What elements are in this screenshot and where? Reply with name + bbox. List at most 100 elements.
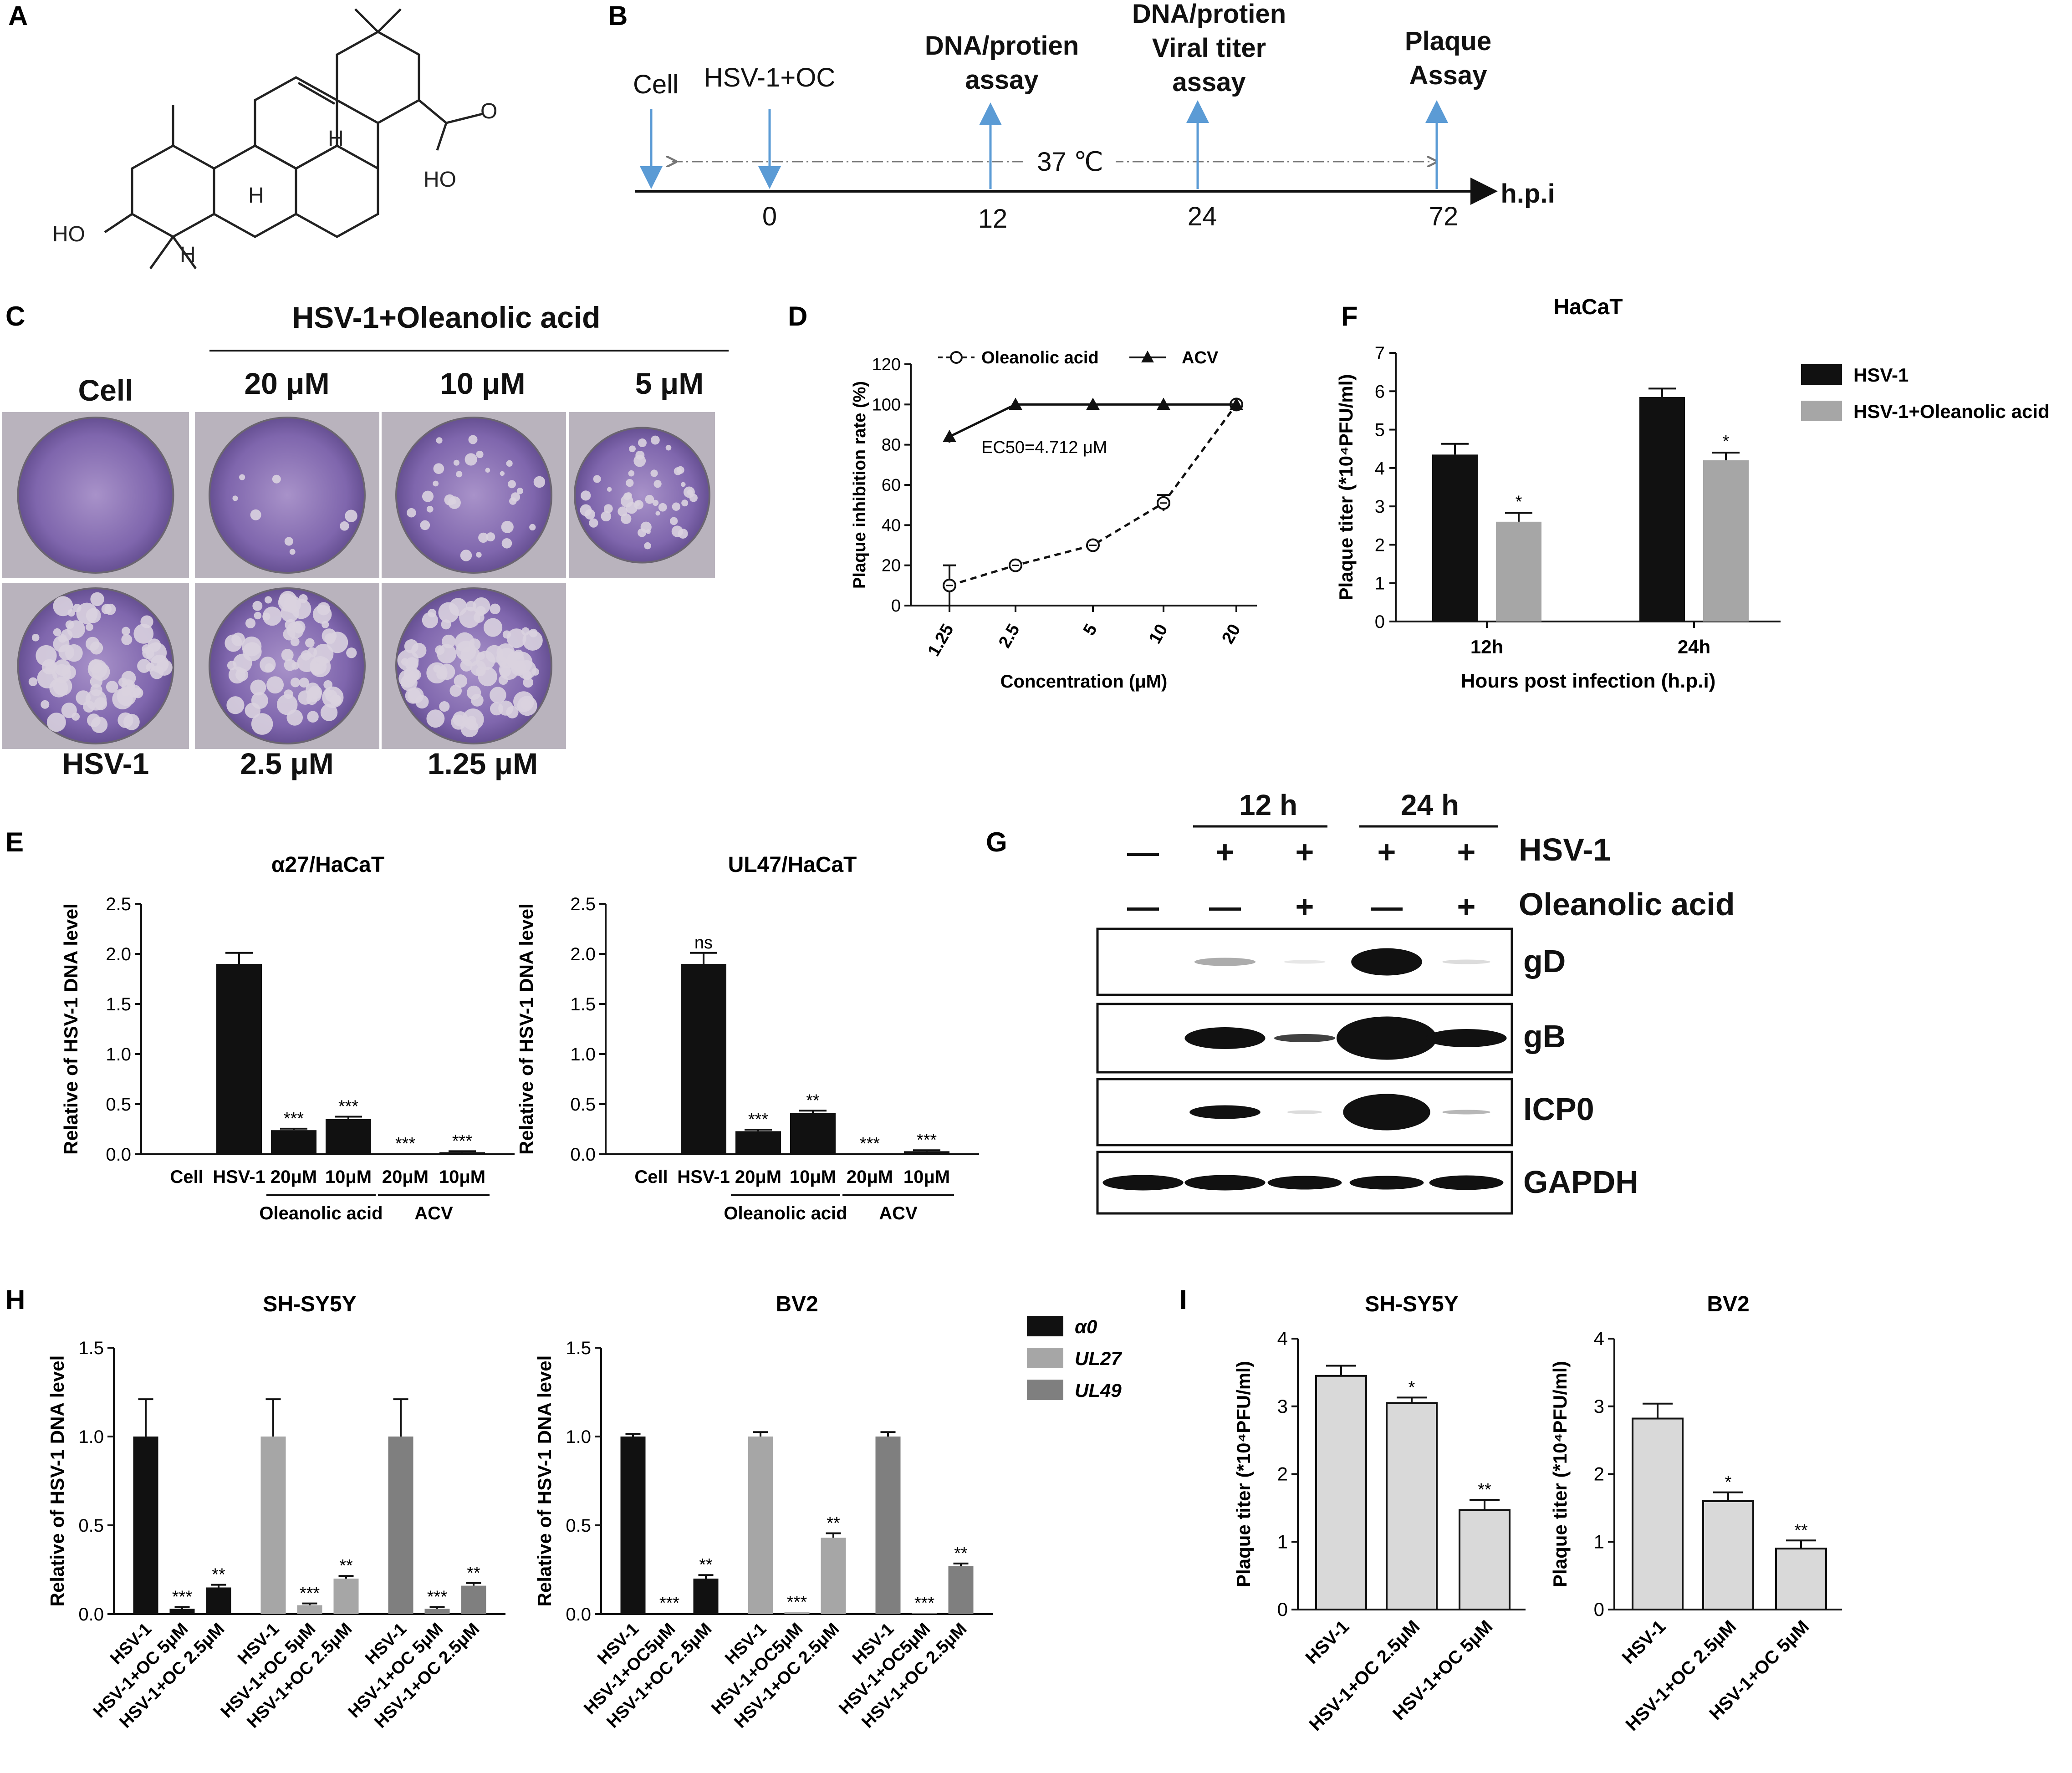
y-tick-label: 1.0: [78, 1427, 104, 1447]
plaque-spot: [522, 630, 543, 651]
plaque-spot: [603, 504, 613, 513]
plaque-spot: [285, 619, 296, 631]
plaque-spot: [621, 494, 633, 508]
x-tick-label: 10μM: [439, 1167, 485, 1187]
plaque-spot: [422, 612, 439, 628]
panel-letter-i: I: [1179, 1284, 1187, 1315]
x-tick-label: HSV-1: [677, 1167, 730, 1187]
plaque-spot: [490, 687, 506, 703]
panel-letter-a: A: [8, 0, 28, 31]
bar: [1702, 1500, 1754, 1610]
timeline-event-12h-line1: DNA/protien: [925, 31, 1079, 61]
plaque-spot: [681, 499, 689, 507]
plaque-spot: [501, 538, 512, 549]
x-tick-label: 5: [1080, 621, 1101, 639]
chart-title: α27/HaCaT: [271, 853, 384, 877]
significance-mark: ***: [300, 1584, 320, 1603]
x-tick-label: 10: [1145, 621, 1172, 647]
plaque-spot: [233, 653, 252, 673]
legend-label: α0: [1075, 1316, 1097, 1337]
data-point-acv: [943, 430, 956, 442]
x-tick-label: 10μM: [325, 1167, 372, 1187]
bar: [216, 964, 262, 1154]
plaque-spot: [646, 529, 651, 534]
plaque-spot: [283, 595, 301, 613]
y-tick-label: 4: [1375, 459, 1385, 479]
plaque-spot: [621, 513, 632, 524]
plaque-spot: [510, 492, 521, 502]
blot-label-icp0: ICP0: [1523, 1091, 1594, 1127]
plaque-spot: [241, 636, 262, 657]
plaque-spot: [297, 652, 316, 673]
plaque-spot: [601, 511, 612, 522]
plaque-spot: [272, 474, 281, 484]
plaque-spot: [500, 471, 505, 476]
y-axis-label: Plaque titer (*10⁴PFU/ml): [1233, 1361, 1254, 1587]
bar: [904, 1151, 949, 1154]
plaque-spot: [517, 696, 537, 716]
panel-letter-e: E: [5, 827, 24, 857]
y-axis-label: Relative of HSV-1 DNA level: [46, 1355, 68, 1607]
significance-mark: **: [339, 1556, 353, 1575]
group-label: ACV: [414, 1203, 453, 1223]
timeline-event-72h-line2: Assay: [1409, 61, 1487, 90]
bar: [1459, 1509, 1511, 1610]
plate-label-20um: 20 μM: [244, 367, 329, 400]
chart-e-ul47: 0.0 0.5 1.0 1.5 2.0 2.5 UL47/HaCaT Relative of …: [515, 853, 979, 1223]
plaque-spot: [464, 453, 477, 466]
chart-title: HaCaT: [1553, 295, 1623, 319]
significance-mark: ***: [914, 1594, 935, 1613]
plaque-spot: [486, 532, 495, 542]
plaque-spot: [626, 479, 634, 487]
legend-label: HSV-1: [1853, 364, 1909, 386]
legend-swatch: [1027, 1348, 1063, 1368]
significance-mark: *: [1409, 1378, 1415, 1397]
plaque-spot: [521, 627, 530, 636]
bar: [133, 1437, 158, 1614]
plaque-spot: [245, 618, 256, 629]
blot-band-icp0: [1189, 1105, 1261, 1119]
plaque-spot: [501, 520, 514, 534]
plaque-spot: [453, 459, 459, 466]
plaque-spot: [680, 482, 686, 487]
plaque-spot: [460, 646, 481, 667]
plate-label-1-25um: 1.25 μM: [428, 747, 538, 780]
plaque-spot: [67, 620, 85, 638]
blot-hsv-lane3: +: [1296, 834, 1314, 870]
significance-mark: ***: [172, 1587, 193, 1606]
plaque-spot: [638, 528, 647, 537]
plaque-spot: [85, 623, 93, 631]
blot-row-hsv-label: HSV-1: [1519, 832, 1611, 867]
x-tick-label: 12h: [1470, 636, 1503, 657]
y-tick-label: 4: [1594, 1328, 1604, 1349]
y-tick-label: 0.5: [78, 1516, 104, 1536]
x-tick-label: 20: [1218, 621, 1245, 647]
blot-band-gb: [1274, 1034, 1336, 1042]
blot-band-gd: [1194, 958, 1256, 966]
significance-mark: **: [1478, 1480, 1491, 1499]
y-tick-label: 0.0: [106, 1145, 131, 1165]
blot-band-gb: [1337, 1016, 1437, 1060]
plate-dish: [209, 417, 366, 574]
timeline-axis-label: h.p.i: [1500, 179, 1555, 209]
plaque-spot: [523, 677, 534, 688]
significance-mark: *: [1516, 492, 1522, 511]
plaque-spot: [584, 509, 595, 520]
blot-band-gapdh: [1267, 1176, 1342, 1190]
blot-time-24h: 24 h: [1401, 789, 1459, 821]
bar: [169, 1609, 195, 1614]
blot-oa-lane4: —: [1371, 889, 1403, 924]
plaque-spot: [305, 638, 315, 648]
plaque-spot: [31, 634, 40, 642]
plaque-spot: [308, 685, 322, 699]
significance-mark: *: [1725, 1473, 1732, 1492]
chart-f-hacat-titer: 0 1 2 3 4 5 6 7 HaCaT Plaque titer (*10⁴PFU/ml) Ho…: [1335, 295, 2050, 692]
plaque-spot: [529, 524, 536, 531]
y-tick-label: 0.0: [566, 1605, 591, 1625]
y-axis-label: Relative of HSV-1 DNA level: [60, 903, 82, 1155]
group-label: ACV: [879, 1203, 918, 1223]
structure-label-ho-1: HO: [52, 222, 85, 246]
plaque-spot: [67, 609, 75, 617]
timeline: Cell HSV-1+OC DNA/protien assay DNA/prot…: [633, 0, 1555, 234]
